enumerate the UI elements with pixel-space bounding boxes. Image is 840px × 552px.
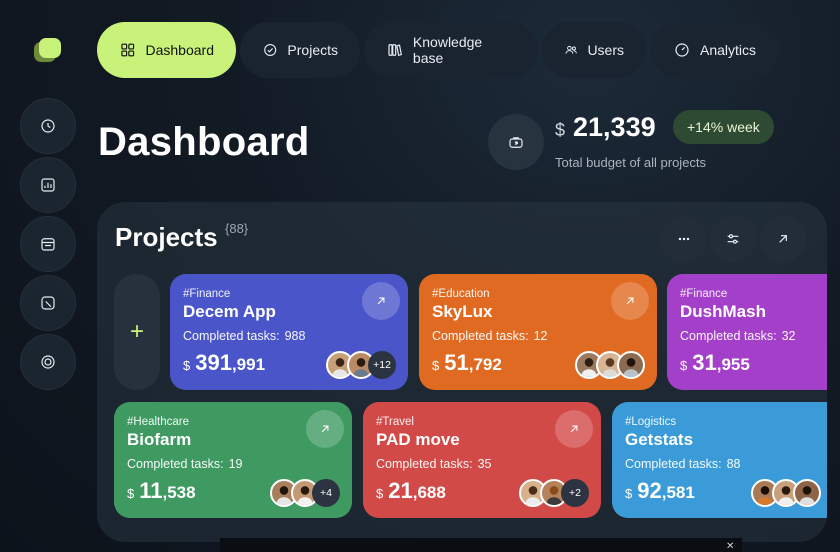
more-members-badge: +4 <box>312 479 340 507</box>
more-dots-icon <box>678 237 690 241</box>
tab-projects[interactable]: Projects <box>240 22 360 78</box>
close-icon[interactable]: ✕ <box>726 541 735 552</box>
project-tasks: Completed tasks: 988 <box>183 329 306 343</box>
users-icon <box>565 45 577 54</box>
tab-knowledge-base[interactable]: Knowledge base <box>364 22 538 78</box>
budget-amount: $ 21,339 <box>555 112 656 143</box>
project-card-getstats[interactable]: #Logistics Getstats Completed tasks: 88 $… <box>612 402 827 518</box>
project-name: Decem App <box>183 302 276 321</box>
budget-value: 21,339 <box>573 112 656 142</box>
tab-users[interactable]: Users <box>542 22 646 78</box>
project-tag: #Healthcare <box>127 416 190 428</box>
project-tasks: Completed tasks: 88 <box>625 457 741 471</box>
arrow-up-right-icon <box>321 425 329 433</box>
open-project-button[interactable] <box>555 410 593 448</box>
tab-label: Knowledge base <box>412 34 483 66</box>
project-name: DushMash <box>680 302 766 321</box>
clock-icon <box>41 119 55 133</box>
project-name: PAD move <box>376 430 460 449</box>
project-tasks: Completed tasks: 35 <box>376 457 492 471</box>
projects-panel: Projects {88} + #Finance Decem App Compl… <box>97 202 827 542</box>
project-card-pad-move[interactable]: #Travel PAD move Completed tasks: 35 $21,… <box>363 402 601 518</box>
project-name: Getstats <box>625 430 694 449</box>
project-amount: $92,581 <box>625 478 695 503</box>
filter-button[interactable] <box>710 216 756 262</box>
tab-label: Analytics <box>700 42 757 58</box>
more-members-badge: +12 <box>368 351 396 379</box>
sidebar-clock-button[interactable] <box>20 98 76 154</box>
chart-icon <box>41 178 55 192</box>
member-avatars: +4 <box>270 479 340 507</box>
project-card-decem-app[interactable]: #Finance Decem App Completed tasks: 988 $… <box>170 274 408 390</box>
project-card-skylux[interactable]: #Education SkyLux Completed tasks: 12 $51… <box>419 274 657 390</box>
project-name: Biofarm <box>127 430 192 449</box>
check-circle-icon <box>264 43 277 57</box>
calendar-icon <box>41 238 55 251</box>
add-project-button[interactable]: + <box>114 274 160 390</box>
project-tag: #Education <box>432 288 490 300</box>
sidebar-chart-button[interactable] <box>20 157 76 213</box>
project-name: SkyLux <box>432 302 493 321</box>
grid-icon <box>121 43 135 57</box>
member-avatars: +2 <box>519 479 589 507</box>
arrow-up-right-icon <box>779 235 787 243</box>
project-amount: $391,991 <box>183 350 266 375</box>
tab-analytics[interactable]: Analytics <box>651 22 779 78</box>
sliders-icon <box>727 234 739 244</box>
budget-button[interactable] <box>488 114 544 170</box>
budget-label: Total budget of all projects <box>555 155 707 170</box>
project-amount: $11,538 <box>127 478 196 503</box>
arrow-up-right-icon <box>626 297 634 305</box>
more-members-badge: +2 <box>561 479 589 507</box>
books-icon <box>388 44 402 57</box>
gauge-icon <box>675 43 689 57</box>
more-options-button[interactable] <box>661 216 707 262</box>
rings-icon <box>41 355 55 369</box>
expand-button[interactable] <box>760 216 806 262</box>
member-avatars: +12 <box>326 351 396 379</box>
sidebar-calendar-button[interactable] <box>20 216 76 272</box>
tab-label: Dashboard <box>145 42 215 58</box>
app-logo[interactable] <box>34 38 61 62</box>
project-tag: #Finance <box>680 288 728 300</box>
page-title: Dashboard <box>98 120 310 164</box>
box-icon <box>41 296 55 310</box>
arrow-up-right-icon <box>377 297 385 305</box>
tab-label: Users <box>587 42 624 58</box>
projects-title: Projects <box>115 222 218 252</box>
tab-dashboard[interactable]: Dashboard <box>97 22 236 78</box>
wallet-icon <box>509 137 523 148</box>
open-project-button[interactable] <box>306 410 344 448</box>
bottom-bar <box>220 538 742 552</box>
project-tasks: Completed tasks: 32 <box>680 329 796 343</box>
member-avatars <box>751 479 821 507</box>
project-tag: #Finance <box>183 288 231 300</box>
avatar <box>772 479 800 507</box>
sidebar-box-button[interactable] <box>20 275 76 331</box>
project-amount: $31,955 <box>680 350 750 375</box>
projects-count: {88} <box>225 221 249 236</box>
open-project-button[interactable] <box>611 282 649 320</box>
project-tag: #Travel <box>376 416 414 428</box>
project-amount: $51,792 <box>432 350 502 375</box>
project-amount: $21,688 <box>376 478 446 503</box>
budget-change-badge: +14% week <box>673 110 774 144</box>
project-tag: #Logistics <box>625 416 677 428</box>
tab-label: Projects <box>287 42 338 58</box>
project-tasks: Completed tasks: 12 <box>432 329 548 343</box>
sidebar-rings-button[interactable] <box>20 334 76 390</box>
budget-currency: $ <box>555 120 566 140</box>
member-avatars <box>575 351 645 379</box>
plus-icon: + <box>129 318 144 345</box>
open-project-button[interactable] <box>362 282 400 320</box>
arrow-up-right-icon <box>570 425 578 433</box>
avatar <box>793 479 821 507</box>
avatar <box>617 351 645 379</box>
project-card-dushmash[interactable]: #Finance DushMash Completed tasks: 32 $31… <box>667 274 827 390</box>
project-tasks: Completed tasks: 19 <box>127 457 243 471</box>
project-card-biofarm[interactable]: #Healthcare Biofarm Completed tasks: 19 $… <box>114 402 352 518</box>
